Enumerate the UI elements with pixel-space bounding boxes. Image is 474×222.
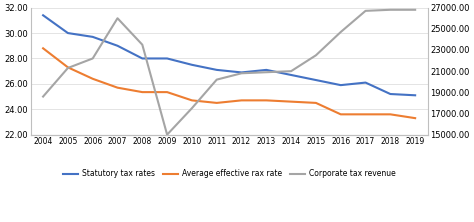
Statutory tax rates [65,32,71,34]
Corporate tax revenue [239,72,245,75]
Corporate tax revenue [338,31,344,33]
Corporate tax revenue [139,43,145,46]
Average effective rax rate [264,99,269,102]
Line: Average effective rax rate: Average effective rax rate [43,48,415,118]
Statutory tax rates [412,94,418,97]
Average effective rax rate [313,102,319,104]
Corporate tax revenue [313,54,319,57]
Statutory tax rates [239,71,245,74]
Corporate tax revenue [388,8,393,11]
Statutory tax rates [288,74,294,76]
Statutory tax rates [90,36,96,38]
Corporate tax revenue [288,70,294,73]
Average effective rax rate [189,99,195,102]
Average effective rax rate [65,66,71,69]
Statutory tax rates [189,63,195,66]
Statutory tax rates [214,69,219,71]
Corporate tax revenue [115,17,120,20]
Average effective rax rate [40,47,46,50]
Corporate tax revenue [363,10,368,12]
Statutory tax rates [40,14,46,17]
Average effective rax rate [338,113,344,116]
Statutory tax rates [313,79,319,81]
Average effective rax rate [412,117,418,119]
Average effective rax rate [214,102,219,104]
Corporate tax revenue [214,78,219,81]
Statutory tax rates [115,44,120,47]
Statutory tax rates [164,57,170,60]
Statutory tax rates [363,81,368,84]
Legend: Statutory tax rates, Average effective rax rate, Corporate tax revenue: Statutory tax rates, Average effective r… [60,166,399,182]
Corporate tax revenue [65,67,71,69]
Line: Statutory tax rates: Statutory tax rates [43,15,415,95]
Average effective rax rate [164,91,170,93]
Corporate tax revenue [90,57,96,60]
Average effective rax rate [90,77,96,80]
Average effective rax rate [363,113,368,116]
Average effective rax rate [388,113,393,116]
Statutory tax rates [338,84,344,86]
Statutory tax rates [388,93,393,95]
Average effective rax rate [139,91,145,93]
Statutory tax rates [139,57,145,60]
Corporate tax revenue [164,133,170,136]
Corporate tax revenue [40,95,46,98]
Line: Corporate tax revenue: Corporate tax revenue [43,10,415,135]
Average effective rax rate [239,99,245,102]
Corporate tax revenue [412,8,418,11]
Average effective rax rate [115,86,120,89]
Corporate tax revenue [264,71,269,73]
Average effective rax rate [288,100,294,103]
Statutory tax rates [264,69,269,71]
Corporate tax revenue [189,107,195,109]
